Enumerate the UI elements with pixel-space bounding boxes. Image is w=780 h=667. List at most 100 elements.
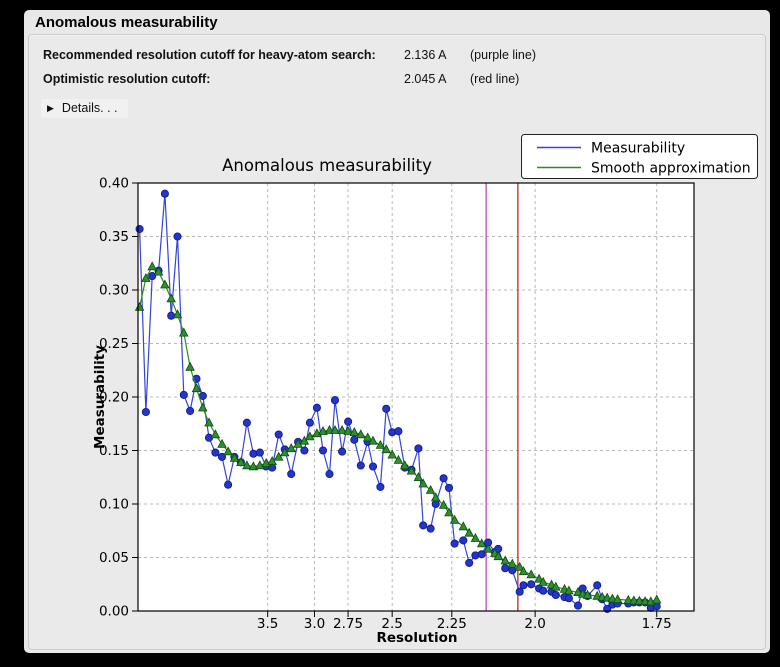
smooth-point bbox=[267, 455, 277, 465]
smooth-point bbox=[191, 383, 202, 393]
smooth-point bbox=[564, 585, 574, 595]
measurability-point bbox=[419, 521, 428, 530]
legend-label: Smooth approximation bbox=[591, 161, 751, 177]
smooth-point bbox=[612, 594, 623, 604]
smooth-approximation-series bbox=[134, 261, 662, 606]
optimistic-cutoff-label: Optimistic resolution cutoff: bbox=[43, 72, 211, 86]
measurability-point bbox=[356, 461, 365, 470]
smooth-point bbox=[147, 261, 157, 271]
measurability-point bbox=[325, 469, 334, 479]
measurability-point bbox=[539, 586, 548, 595]
smooth-point bbox=[286, 443, 296, 453]
x-tick-label: 2.25 bbox=[437, 616, 467, 632]
measurability-point bbox=[179, 390, 188, 399]
legend: Measurability Smooth approximation bbox=[521, 134, 758, 179]
smooth-point bbox=[551, 581, 561, 591]
y-tick-label: 0.30 bbox=[99, 283, 129, 299]
smooth-point bbox=[362, 432, 373, 442]
gridlines bbox=[138, 183, 694, 611]
smooth-point bbox=[172, 309, 183, 319]
measurability-point bbox=[551, 590, 560, 600]
y-tick-label: 0.15 bbox=[99, 443, 129, 459]
measurability-point bbox=[527, 580, 536, 589]
x-tick-label: 2.5 bbox=[381, 616, 402, 632]
x-axis-label: Resolution bbox=[376, 630, 457, 646]
x-tick-label: 2.0 bbox=[524, 616, 545, 632]
measurability-point bbox=[300, 446, 309, 455]
smooth-point bbox=[375, 439, 386, 449]
y-tick-label: 0.40 bbox=[99, 176, 129, 192]
measurability-point bbox=[274, 430, 283, 439]
x-tick-label: 3.0 bbox=[304, 616, 325, 632]
measurability-point bbox=[444, 483, 454, 492]
details-disclosure[interactable]: ▶ Details. . . bbox=[41, 99, 128, 118]
measurability-point bbox=[376, 482, 385, 491]
measurability-point bbox=[173, 232, 182, 241]
measurability-point bbox=[141, 407, 150, 417]
smooth-point bbox=[640, 596, 650, 606]
page-title: Anomalous measurability bbox=[35, 14, 218, 31]
x-tick-label: 2.75 bbox=[333, 616, 363, 632]
smooth-point bbox=[634, 595, 645, 605]
smooth-point bbox=[418, 478, 428, 488]
measurability-point bbox=[382, 404, 391, 413]
measurability-point bbox=[318, 446, 328, 455]
smooth-point bbox=[330, 424, 340, 434]
smooth-point bbox=[406, 465, 417, 475]
measurability-point bbox=[211, 448, 220, 457]
smooth-point bbox=[387, 449, 397, 459]
recommended-cutoff-label: Recommended resolution cutoff for heavy-… bbox=[43, 48, 376, 62]
smooth-point bbox=[444, 507, 454, 517]
smooth-point bbox=[242, 460, 252, 470]
measurability-point bbox=[305, 418, 314, 427]
measurability-point bbox=[465, 558, 474, 567]
measurability-point bbox=[519, 581, 528, 590]
measurability-point bbox=[573, 601, 583, 610]
smooth-point bbox=[476, 538, 487, 548]
smooth-point bbox=[293, 438, 303, 448]
smooth-point bbox=[393, 454, 404, 464]
smooth-point bbox=[526, 569, 536, 579]
measurability-point bbox=[439, 474, 448, 483]
smooth-point bbox=[464, 527, 474, 537]
smooth-point bbox=[425, 484, 436, 494]
smooth-point bbox=[217, 438, 227, 448]
measurability-point bbox=[135, 224, 144, 234]
details-label: Details. . . bbox=[61, 101, 118, 115]
smooth-point bbox=[248, 461, 259, 471]
measurability-point bbox=[160, 189, 169, 198]
recommended-cutoff-value: 2.136 A bbox=[404, 48, 447, 62]
smooth-point bbox=[349, 427, 360, 436]
smooth-point bbox=[602, 592, 612, 602]
measurability-point bbox=[344, 417, 353, 426]
smooth-point bbox=[337, 424, 347, 434]
measurability-point bbox=[515, 587, 524, 596]
smooth-point bbox=[179, 327, 189, 337]
measurability-point bbox=[431, 499, 440, 509]
smooth-point bbox=[198, 402, 208, 412]
smooth-point bbox=[236, 457, 246, 466]
smooth-point bbox=[514, 561, 525, 571]
smooth-point bbox=[368, 435, 378, 445]
smooth-point bbox=[592, 590, 602, 600]
smooth-point bbox=[629, 595, 639, 605]
smooth-point bbox=[204, 417, 214, 427]
y-tick-label: 0.05 bbox=[99, 550, 129, 566]
measurability-point bbox=[338, 447, 347, 456]
smooth-point bbox=[166, 293, 176, 303]
smooth-point bbox=[651, 594, 662, 604]
chart-title: Anomalous measurability bbox=[222, 156, 432, 175]
measurability-point bbox=[148, 272, 157, 281]
measurability-point bbox=[394, 427, 403, 436]
recommended-cutoff-row: Recommended resolution cutoff for heavy-… bbox=[24, 48, 536, 62]
smooth-point bbox=[430, 492, 441, 502]
measurability-point bbox=[459, 536, 468, 545]
smooth-point bbox=[185, 361, 195, 371]
smooth-point bbox=[356, 429, 366, 439]
smooth-point bbox=[449, 514, 460, 524]
smooth-point bbox=[299, 435, 310, 445]
measurability-point bbox=[593, 581, 602, 590]
optimistic-cutoff-note: (red line) bbox=[470, 72, 520, 86]
